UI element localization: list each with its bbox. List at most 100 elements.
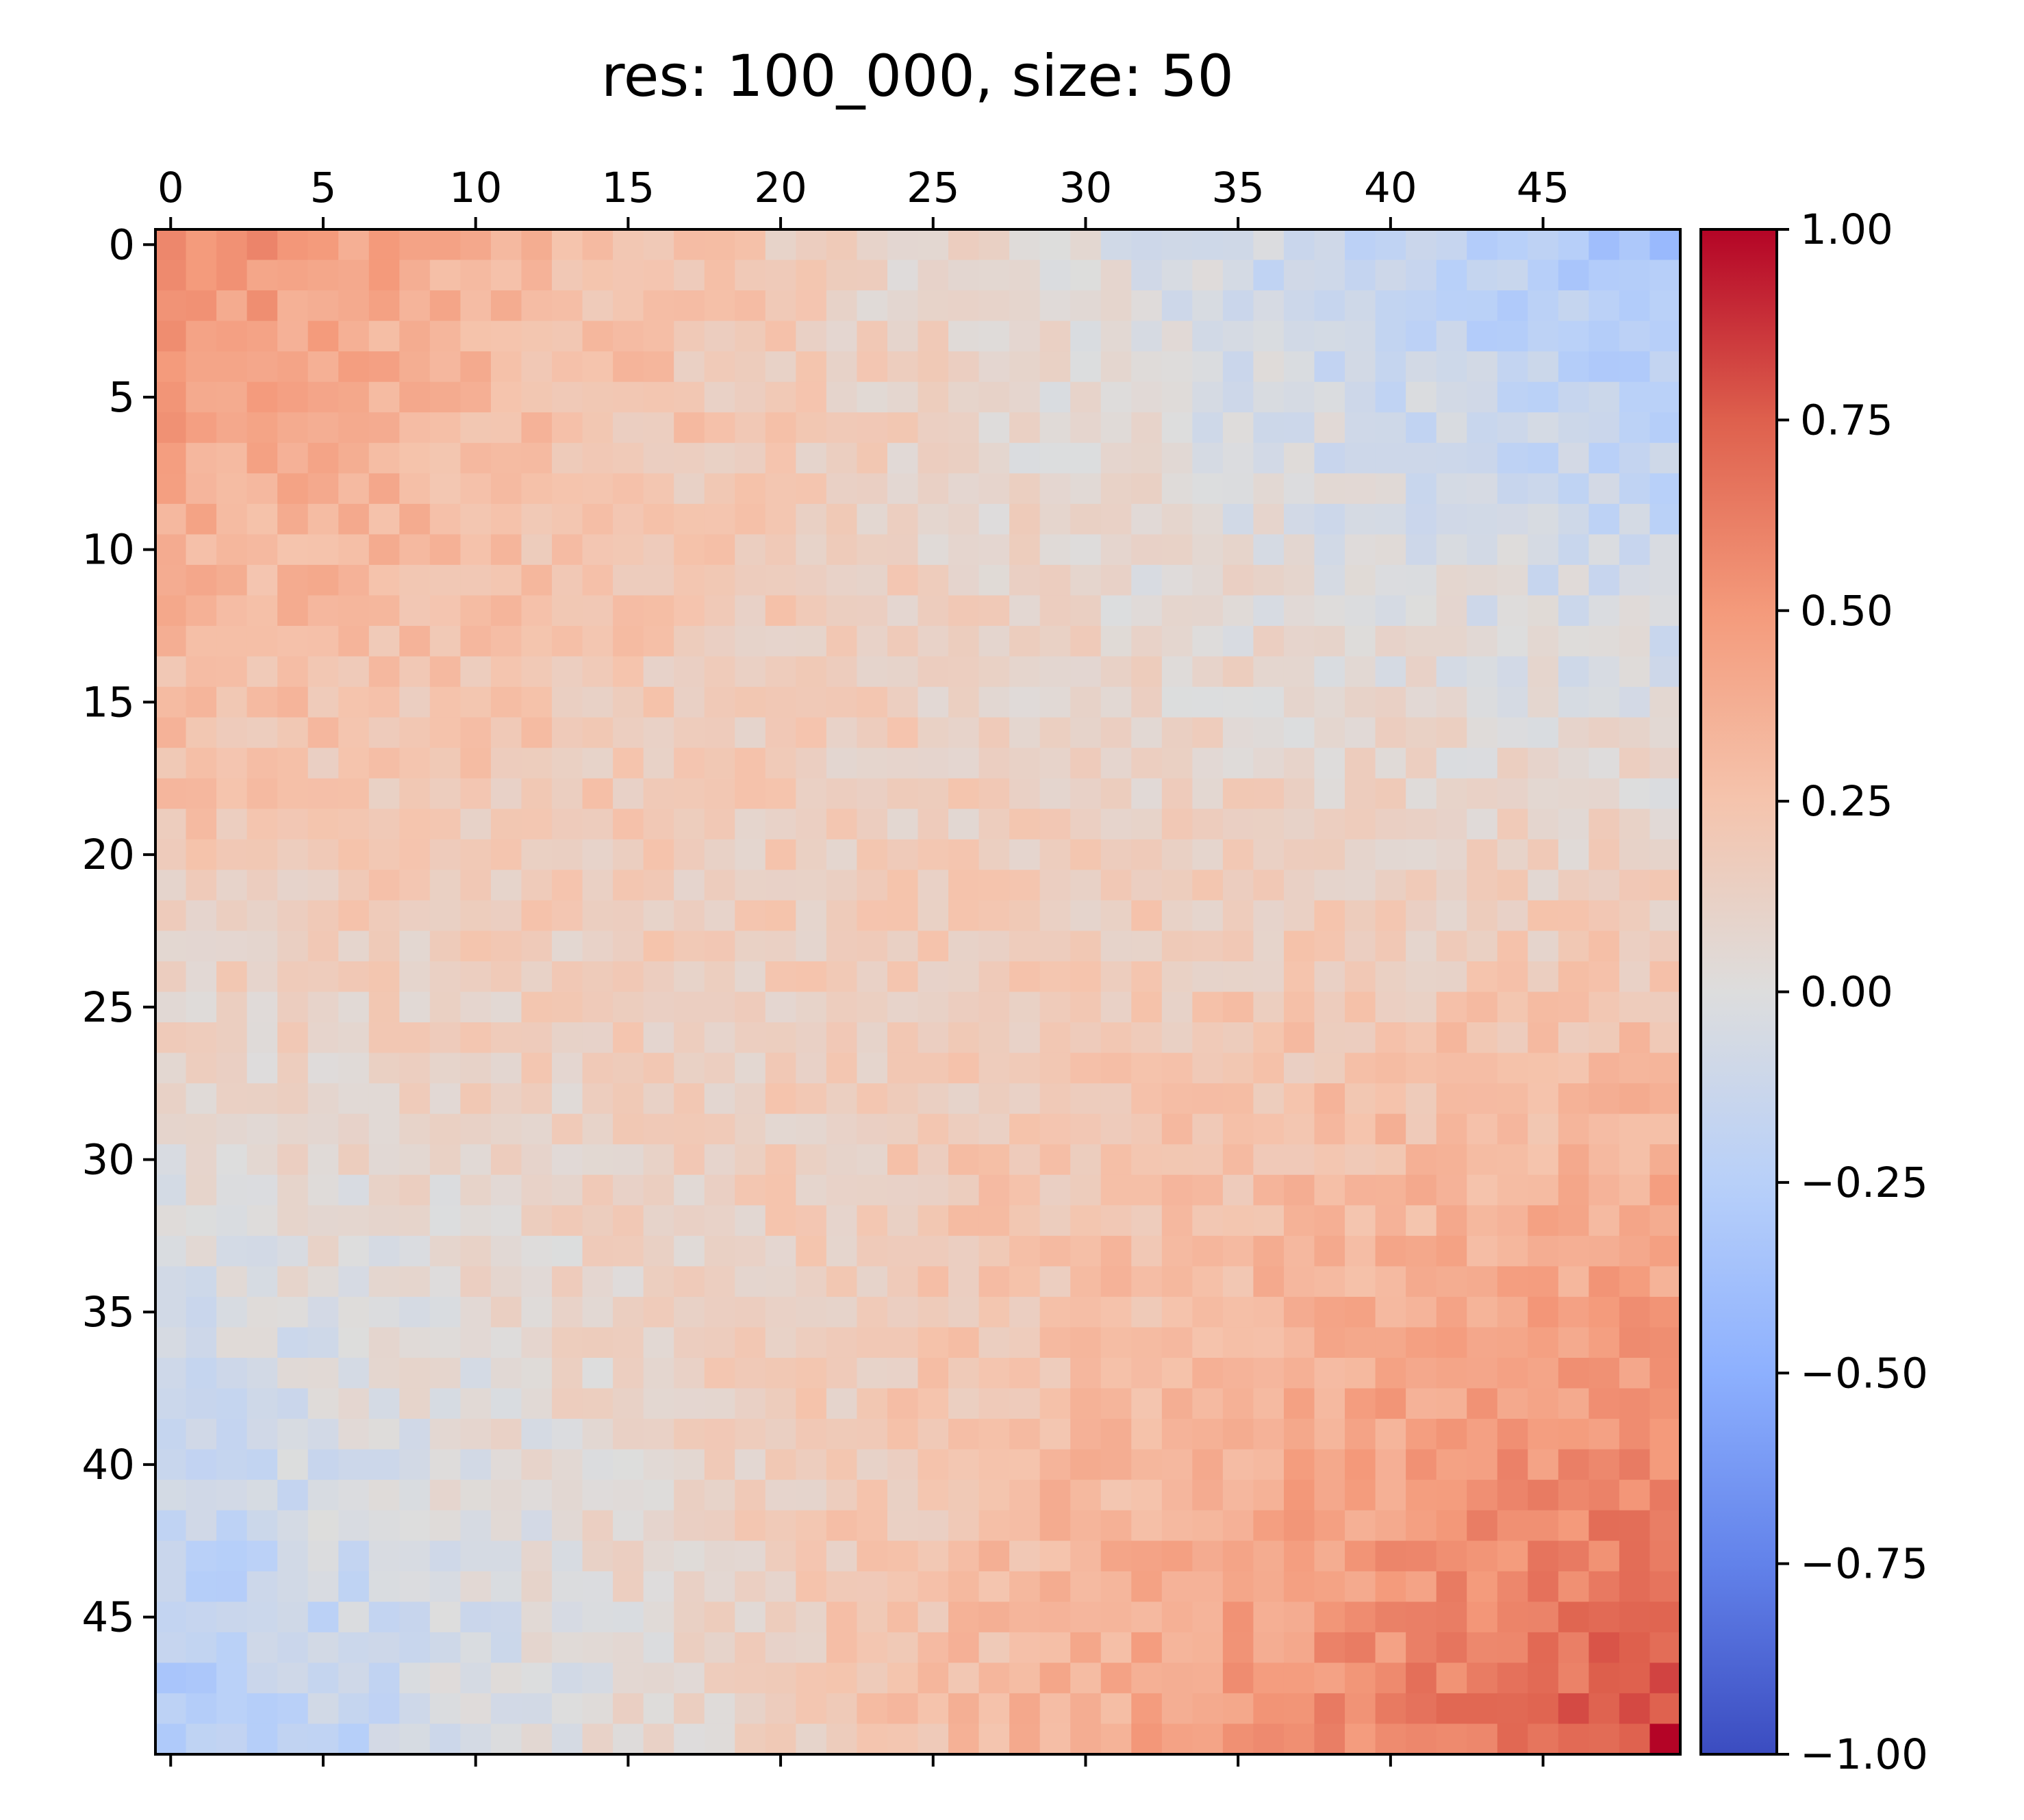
- heatmap-cell: [429, 1571, 461, 1602]
- heatmap-cell: [399, 1083, 431, 1115]
- heatmap-cell: [460, 1510, 492, 1541]
- heatmap-cell: [1131, 1541, 1163, 1572]
- heatmap-cell: [1558, 1602, 1589, 1633]
- heatmap-cell: [399, 1296, 431, 1328]
- heatmap-cell: [521, 1419, 553, 1450]
- heatmap-cell: [277, 1022, 309, 1054]
- heatmap-cell: [796, 809, 827, 840]
- heatmap-cell: [429, 900, 461, 932]
- heatmap-cell: [857, 931, 888, 962]
- heatmap-cell: [368, 1449, 400, 1480]
- heatmap-cell: [887, 1113, 919, 1145]
- heatmap-cell: [765, 1419, 796, 1450]
- heatmap-cell: [1253, 778, 1285, 809]
- heatmap-cell: [887, 870, 919, 901]
- heatmap-cell: [1039, 1419, 1071, 1450]
- heatmap-cell: [1558, 564, 1589, 596]
- heatmap-cell: [186, 1357, 217, 1389]
- heatmap-cell: [490, 1235, 522, 1267]
- heatmap-cell: [1283, 1022, 1315, 1054]
- heatmap-cell: [399, 229, 431, 261]
- heatmap-cell: [521, 1388, 553, 1419]
- heatmap-cell: [155, 503, 187, 535]
- heatmap-cell: [1497, 626, 1528, 657]
- heatmap-cell: [1222, 1327, 1254, 1358]
- heatmap-cell: [704, 1602, 735, 1633]
- heatmap-cell: [1528, 839, 1559, 870]
- heatmap-cell: [1467, 809, 1498, 840]
- heatmap-cell: [399, 351, 431, 383]
- heatmap-cell: [1100, 1723, 1132, 1755]
- heatmap-cell: [307, 870, 339, 901]
- heatmap-cell: [1283, 1083, 1315, 1115]
- heatmap-cell: [643, 290, 674, 322]
- heatmap-cell: [1619, 1296, 1651, 1328]
- heatmap-cell: [521, 900, 553, 932]
- heatmap-cell: [765, 1052, 796, 1084]
- heatmap-cell: [1222, 1388, 1254, 1419]
- heatmap-cell: [1009, 442, 1041, 474]
- heatmap-cell: [887, 229, 919, 261]
- heatmap-cell: [1558, 961, 1589, 993]
- heatmap-cell: [1192, 1266, 1224, 1298]
- heatmap-cell: [1649, 1663, 1681, 1694]
- heatmap-cell: [521, 1510, 553, 1541]
- heatmap-cell: [307, 1723, 339, 1755]
- heatmap-cell: [1375, 290, 1406, 322]
- heatmap-cell: [1467, 1296, 1498, 1328]
- heatmap-cell: [1406, 870, 1437, 901]
- heatmap-cell: [460, 260, 492, 291]
- heatmap-cell: [246, 778, 278, 809]
- heatmap-cell: [948, 809, 980, 840]
- heatmap-cell: [155, 961, 187, 993]
- heatmap-cell: [490, 1327, 522, 1358]
- heatmap-cell: [826, 503, 858, 535]
- heatmap-cell: [246, 229, 278, 261]
- heatmap-cell: [186, 1022, 217, 1054]
- heatmap-cell: [155, 1723, 187, 1755]
- heatmap-cell: [1406, 503, 1437, 535]
- heatmap-cell: [826, 1632, 858, 1663]
- heatmap-cell: [1253, 626, 1285, 657]
- heatmap-cell: [1283, 1327, 1315, 1358]
- heatmap-cell: [338, 1419, 370, 1450]
- heatmap-cell: [857, 1327, 888, 1358]
- heatmap-cell: [490, 1449, 522, 1480]
- heatmap-cell: [307, 991, 339, 1023]
- heatmap-cell: [460, 961, 492, 993]
- heatmap-cell: [1161, 564, 1193, 596]
- heatmap-cell: [978, 534, 1010, 566]
- heatmap-cell: [826, 1480, 858, 1511]
- heatmap-cell: [399, 1723, 431, 1755]
- heatmap-cell: [1497, 1235, 1528, 1267]
- heatmap-cell: [1497, 1388, 1528, 1419]
- heatmap-cell: [1253, 1144, 1285, 1176]
- heatmap-cell: [186, 1113, 217, 1145]
- heatmap-cell: [460, 1541, 492, 1572]
- heatmap-cell: [399, 717, 431, 748]
- y-tick-label: 40: [81, 1441, 135, 1489]
- heatmap-cell: [521, 1052, 553, 1084]
- heatmap-cell: [246, 1144, 278, 1176]
- heatmap-cell: [1222, 991, 1254, 1023]
- heatmap-cell: [1375, 442, 1406, 474]
- heatmap-cell: [1406, 1602, 1437, 1633]
- heatmap-cell: [1222, 260, 1254, 291]
- heatmap-cell: [307, 961, 339, 993]
- heatmap-cell: [307, 290, 339, 322]
- heatmap-cell: [1589, 1571, 1620, 1602]
- heatmap-cell: [307, 1632, 339, 1663]
- heatmap-cell: [460, 1266, 492, 1298]
- heatmap-cell: [1528, 1174, 1559, 1206]
- heatmap-cell: [368, 1693, 400, 1725]
- heatmap-cell: [216, 1693, 248, 1725]
- heatmap-cell: [429, 1510, 461, 1541]
- heatmap-cell: [1009, 778, 1041, 809]
- heatmap-cell: [613, 1266, 644, 1298]
- heatmap-cell: [704, 229, 735, 261]
- heatmap-cell: [399, 1235, 431, 1267]
- heatmap-cell: [643, 961, 674, 993]
- heatmap-cell: [399, 748, 431, 779]
- heatmap-cell: [643, 1693, 674, 1725]
- heatmap-cell: [1406, 320, 1437, 352]
